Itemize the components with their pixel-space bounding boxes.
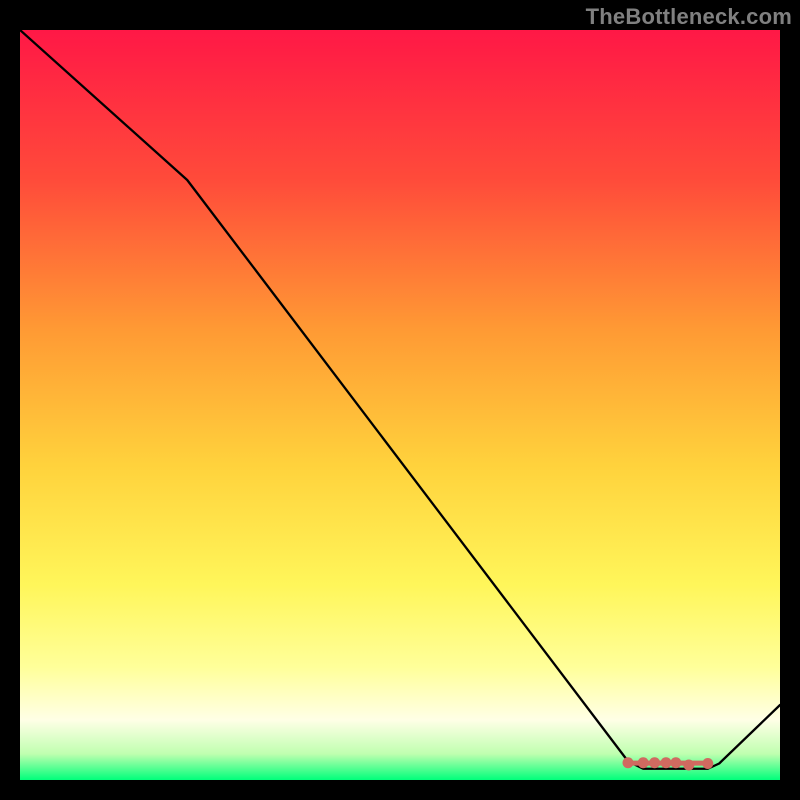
gradient-background	[20, 30, 780, 780]
chart-svg	[20, 30, 780, 780]
marker-point	[623, 757, 634, 768]
marker-point	[702, 758, 713, 769]
marker-point	[638, 757, 649, 768]
plot-area	[20, 30, 780, 780]
marker-point	[661, 757, 672, 768]
marker-point	[649, 757, 660, 768]
chart-container: TheBottleneck.com	[0, 0, 800, 800]
marker-point	[683, 760, 694, 771]
marker-point	[670, 757, 681, 768]
attribution-text: TheBottleneck.com	[586, 4, 792, 30]
